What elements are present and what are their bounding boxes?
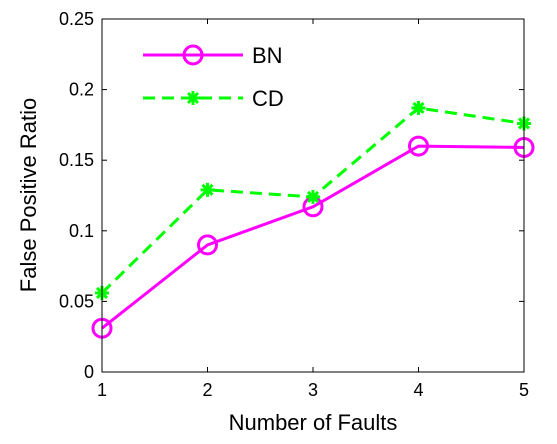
ticks-layer: 1 2 3 4 5 0 0.05 0.1 0.15 0.2 0.25: [59, 9, 529, 400]
data-point-bn: [197, 234, 218, 256]
legend: BN CD: [143, 43, 284, 111]
data-point-cd: [200, 182, 215, 197]
y-tick-label: 0.05: [59, 291, 94, 311]
y-tick-label: 0.2: [69, 80, 94, 100]
legend-item-cd: CD: [143, 86, 284, 111]
x-tick-label: 3: [308, 380, 318, 400]
x-tick-label: 1: [97, 380, 107, 400]
x-tick-label: 2: [202, 380, 212, 400]
plot-frame: [101, 18, 525, 373]
x-axis-label: Number of Faults: [229, 410, 398, 435]
legend-item-bn: BN: [143, 43, 283, 68]
legend-label-bn: BN: [252, 43, 283, 68]
data-point-bn: [408, 135, 429, 157]
y-tick-label: 0.25: [59, 9, 94, 29]
y-tick-label: 0.1: [69, 221, 94, 241]
x-tick-label: 4: [413, 380, 423, 400]
series-line-bn: [101, 144, 525, 330]
legend-label-cd: CD: [252, 86, 284, 111]
data-point-cd: [411, 100, 426, 115]
legend-marker-cd: [186, 91, 200, 105]
legend-marker-bn: [182, 44, 204, 66]
data-point-cd: [306, 189, 320, 204]
y-tick-label: 0.15: [59, 150, 94, 170]
x-tick-label: 5: [519, 380, 529, 400]
y-axis-label: False Positive Ratio: [16, 98, 41, 292]
y-tick-label: 0: [84, 362, 94, 382]
